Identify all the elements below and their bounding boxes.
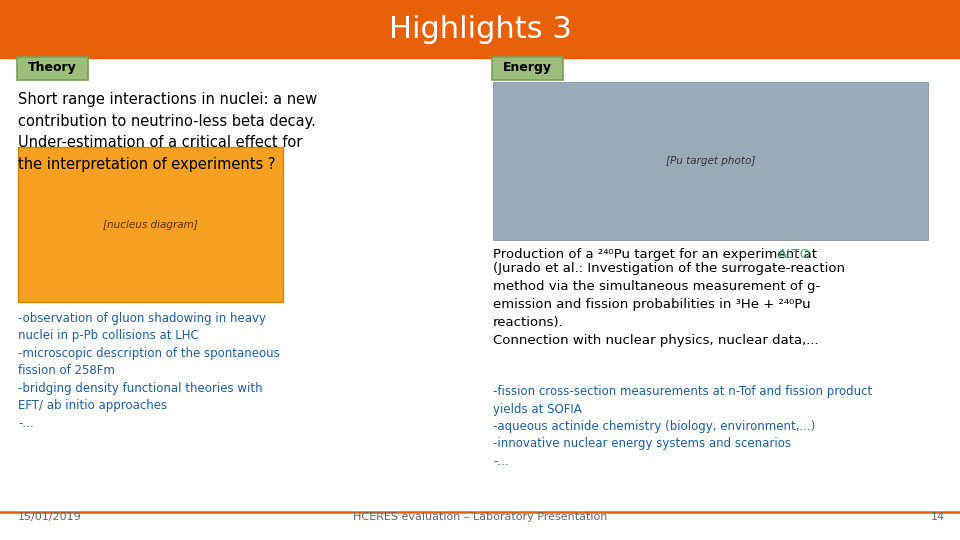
Text: [nucleus diagram]: [nucleus diagram]	[103, 219, 198, 230]
Bar	[0, 0, 960, 58]
FancyBboxPatch shape	[16, 57, 87, 79]
Text: Theory: Theory	[28, 62, 77, 75]
Bar	[493, 82, 928, 240]
Text: HCERES evaluation – Laboratory Presentation: HCERES evaluation – Laboratory Presentat…	[353, 512, 607, 522]
Text: Highlights 3: Highlights 3	[389, 15, 571, 44]
Text: Production of a ²⁴⁰Pu target for an experiment at: Production of a ²⁴⁰Pu target for an expe…	[493, 248, 821, 261]
FancyBboxPatch shape	[492, 57, 563, 79]
Text: ALTO: ALTO	[778, 248, 811, 261]
Text: Short range interactions in nuclei: a new
contribution to neutrino-less beta dec: Short range interactions in nuclei: a ne…	[18, 92, 317, 172]
Text: -observation of gluon shadowing in heavy
nuclei in p-Pb collisions at LHC
-micro: -observation of gluon shadowing in heavy…	[18, 312, 279, 430]
Bar	[18, 147, 283, 302]
Text: -fission cross-section measurements at n-Tof and fission product
yields at SOFIA: -fission cross-section measurements at n…	[493, 385, 873, 468]
Text: 14: 14	[931, 512, 945, 522]
Text: [Pu target photo]: [Pu target photo]	[666, 156, 756, 166]
Text: Energy: Energy	[502, 62, 551, 75]
Text: 15/01/2019: 15/01/2019	[18, 512, 82, 522]
Text: (Jurado et al.: Investigation of the surrogate-reaction
method via the simultane: (Jurado et al.: Investigation of the sur…	[493, 262, 845, 347]
